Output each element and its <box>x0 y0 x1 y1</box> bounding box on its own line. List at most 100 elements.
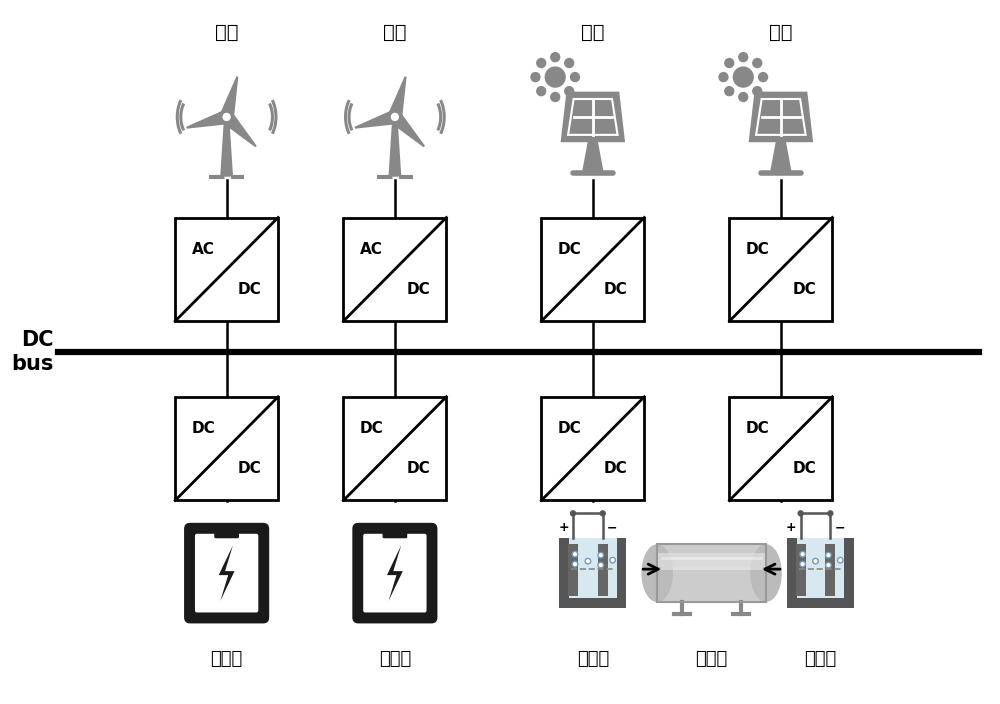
Polygon shape <box>582 141 604 172</box>
Circle shape <box>837 558 843 563</box>
Circle shape <box>220 110 234 124</box>
Circle shape <box>572 561 578 567</box>
Text: 电解槽: 电解槽 <box>577 650 609 668</box>
Bar <box>175 397 278 501</box>
Bar <box>729 397 832 501</box>
Bar <box>787 598 854 608</box>
Circle shape <box>725 87 734 96</box>
Text: DC
bus: DC bus <box>11 330 53 374</box>
Circle shape <box>551 53 560 62</box>
FancyBboxPatch shape <box>214 525 239 539</box>
Text: 风机: 风机 <box>383 23 407 42</box>
Bar <box>598 543 608 596</box>
Circle shape <box>220 110 234 124</box>
FancyBboxPatch shape <box>184 523 269 624</box>
Text: 锂电池: 锂电池 <box>211 650 243 668</box>
Circle shape <box>537 87 546 96</box>
Circle shape <box>545 67 565 87</box>
Bar <box>343 218 446 321</box>
Circle shape <box>813 558 818 564</box>
Bar <box>657 553 766 567</box>
Circle shape <box>600 511 605 516</box>
Text: −: − <box>834 521 845 534</box>
Polygon shape <box>219 76 238 119</box>
Circle shape <box>565 58 574 68</box>
Text: +: + <box>558 521 569 534</box>
Bar <box>729 218 832 321</box>
Text: DC: DC <box>558 422 582 436</box>
Text: DC: DC <box>238 282 262 296</box>
Circle shape <box>572 551 578 557</box>
Circle shape <box>388 110 402 124</box>
Bar <box>825 543 835 596</box>
Polygon shape <box>562 93 624 141</box>
Text: DC: DC <box>746 422 770 436</box>
Circle shape <box>388 110 402 124</box>
Circle shape <box>733 67 753 87</box>
Text: DC: DC <box>558 242 582 257</box>
Circle shape <box>800 551 805 557</box>
FancyBboxPatch shape <box>195 534 258 612</box>
Circle shape <box>753 87 762 96</box>
Bar <box>796 543 806 596</box>
Ellipse shape <box>750 544 782 602</box>
Text: AC: AC <box>192 242 215 257</box>
Circle shape <box>826 553 831 558</box>
Bar <box>797 539 844 598</box>
Circle shape <box>585 558 591 564</box>
Text: DC: DC <box>792 461 816 476</box>
Circle shape <box>571 73 579 82</box>
Bar <box>844 539 854 608</box>
Circle shape <box>551 92 560 101</box>
Circle shape <box>800 561 805 567</box>
Circle shape <box>725 58 734 68</box>
Circle shape <box>531 73 540 82</box>
Polygon shape <box>354 110 397 129</box>
Circle shape <box>719 73 728 82</box>
Polygon shape <box>186 110 229 129</box>
Text: 风机: 风机 <box>215 23 238 42</box>
Text: DC: DC <box>604 282 628 296</box>
Text: DC: DC <box>604 461 628 476</box>
Circle shape <box>753 58 762 68</box>
Text: DC: DC <box>238 461 262 476</box>
Polygon shape <box>221 112 257 147</box>
Circle shape <box>598 562 604 568</box>
Text: −: − <box>607 521 617 534</box>
FancyBboxPatch shape <box>352 523 437 624</box>
Text: DC: DC <box>406 461 430 476</box>
Circle shape <box>537 58 546 68</box>
FancyBboxPatch shape <box>363 534 427 612</box>
Bar <box>617 539 626 608</box>
Text: DC: DC <box>406 282 430 296</box>
Text: DC: DC <box>360 422 384 436</box>
Text: DC: DC <box>192 422 215 436</box>
Polygon shape <box>220 119 233 177</box>
Circle shape <box>565 87 574 96</box>
Circle shape <box>739 53 748 62</box>
Text: 光伏: 光伏 <box>581 23 605 42</box>
Bar <box>541 218 644 321</box>
Polygon shape <box>387 545 403 601</box>
Polygon shape <box>750 93 812 141</box>
Bar <box>657 544 766 602</box>
Circle shape <box>223 113 230 120</box>
Bar <box>657 544 766 602</box>
Circle shape <box>798 511 803 516</box>
Polygon shape <box>388 119 401 177</box>
Bar <box>787 539 797 608</box>
Circle shape <box>739 92 748 101</box>
Text: 储氢罐: 储氢罐 <box>695 650 728 668</box>
Polygon shape <box>388 76 407 119</box>
Circle shape <box>610 558 615 563</box>
Text: 光伏: 光伏 <box>769 23 793 42</box>
FancyBboxPatch shape <box>383 525 407 539</box>
Text: +: + <box>786 521 797 534</box>
Circle shape <box>391 113 398 120</box>
Bar <box>175 218 278 321</box>
Polygon shape <box>219 545 235 601</box>
Text: 锂电池: 锂电池 <box>379 650 411 668</box>
Circle shape <box>828 511 833 516</box>
Polygon shape <box>770 141 792 172</box>
Bar <box>343 397 446 501</box>
